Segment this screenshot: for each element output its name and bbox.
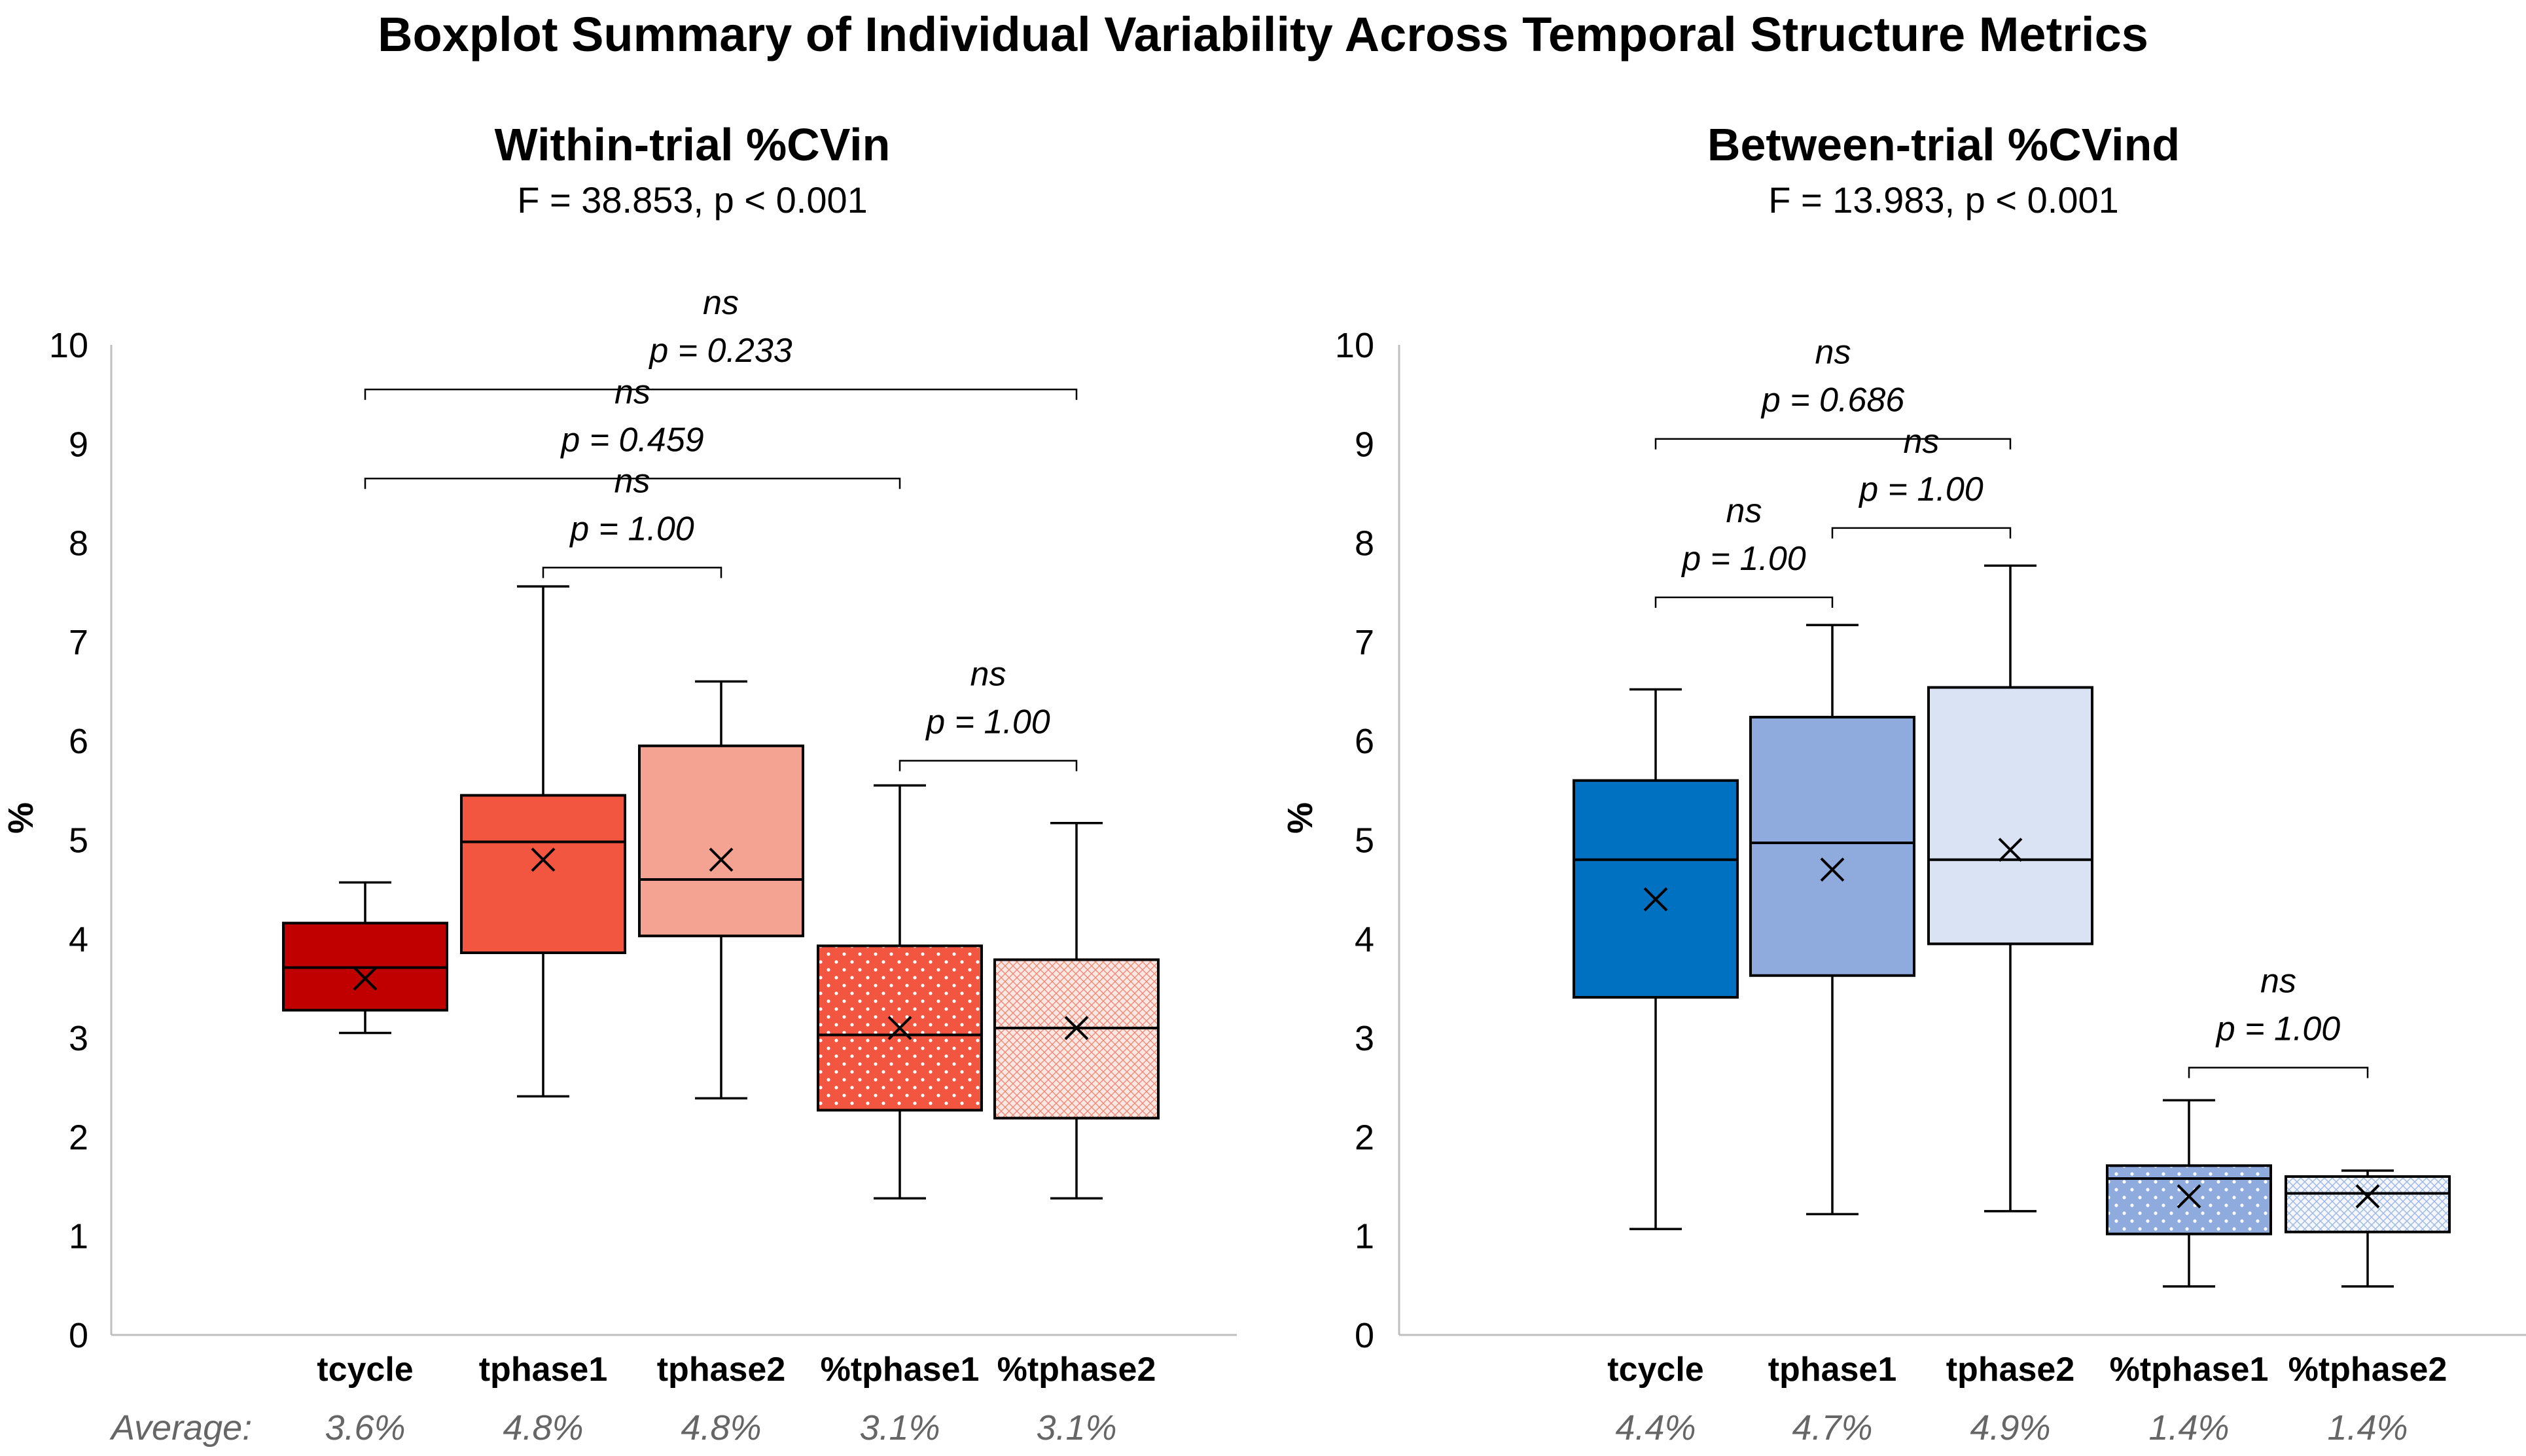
y-tick-label: 2 <box>69 1118 88 1157</box>
y-tick-label: 4 <box>69 920 88 959</box>
significance-label: ns <box>2260 962 2296 1000</box>
category-label: %tphase2 <box>2288 1351 2447 1389</box>
y-tick-label: 9 <box>1355 425 1374 464</box>
p-value-label: p = 1.00 <box>1681 540 1806 578</box>
mean-marker <box>1064 1016 1089 1040</box>
p-value-label: p = 0.459 <box>560 421 703 459</box>
y-tick-label: 5 <box>69 821 88 861</box>
category-label: tcycle <box>1607 1351 1703 1389</box>
p-value-label: p = 0.686 <box>1760 382 1904 419</box>
mean-marker <box>709 847 734 872</box>
p-value-label: p = 1.00 <box>2215 1010 2340 1048</box>
mean-marker <box>2355 1184 2380 1209</box>
y-tick-label: 8 <box>1355 524 1374 563</box>
average-value: 1.4% <box>2327 1408 2408 1447</box>
box-tphase1 <box>460 794 626 954</box>
panel-subtitle: F = 38.853, p < 0.001 <box>517 179 868 221</box>
significance-bracket <box>898 760 1078 772</box>
box-tcycle <box>1573 779 1739 999</box>
y-tick-label: 1 <box>69 1217 88 1256</box>
p-value-label: p = 0.233 <box>648 332 792 370</box>
mean-marker <box>2177 1184 2201 1209</box>
p-value-label: p = 1.00 <box>569 510 694 548</box>
average-value: 4.8% <box>681 1408 761 1447</box>
figure-title: Boxplot Summary of Individual Variabilit… <box>378 7 2148 62</box>
significance-label: ns <box>614 373 650 411</box>
significance-bracket <box>1831 527 2012 539</box>
box-%tphase2 <box>993 958 1160 1120</box>
average-value: 4.8% <box>503 1408 583 1447</box>
p-value-label: p = 1.00 <box>925 703 1050 741</box>
significance-label: ns <box>614 462 650 500</box>
average-value: 4.4% <box>1615 1408 1696 1447</box>
significance-label: ns <box>1904 423 1940 461</box>
category-label: tcycle <box>317 1351 413 1389</box>
y-tick-label: 10 <box>49 326 88 365</box>
panel-title: Within-trial %CVin <box>495 119 891 170</box>
category-label: %tphase1 <box>2110 1351 2269 1389</box>
y-tick-label: 2 <box>1355 1118 1374 1157</box>
mean-marker <box>353 966 378 991</box>
significance-bracket <box>542 567 722 578</box>
significance-bracket <box>1654 596 1834 608</box>
panel-between-trial: Between-trial %CVind F = 13.983, p < 0.0… <box>1281 119 2526 1447</box>
y-tick-label: 9 <box>69 425 88 464</box>
mean-marker <box>887 1016 912 1040</box>
box-%tphase1 <box>2106 1164 2272 1235</box>
y-tick-label: 8 <box>69 524 88 563</box>
y-axis-label: % <box>1 802 41 834</box>
significance-bracket <box>364 478 901 489</box>
category-label: tphase2 <box>657 1351 786 1389</box>
category-label: tphase2 <box>1946 1351 2075 1389</box>
category-label: %tphase1 <box>821 1351 980 1389</box>
average-row-label: Average: <box>109 1408 252 1447</box>
mean-marker <box>1820 857 1845 882</box>
mean-marker <box>1643 887 1668 912</box>
average-value: 4.7% <box>1792 1408 1872 1447</box>
average-value: 3.1% <box>1036 1408 1116 1447</box>
significance-bracket <box>2188 1067 2369 1078</box>
y-axis-label: % <box>1281 802 1320 834</box>
box-tphase1 <box>1749 715 1915 977</box>
y-tick-label: 1 <box>1355 1217 1374 1256</box>
box-%tphase2 <box>2285 1175 2451 1234</box>
significance-label: ns <box>1726 492 1762 530</box>
mean-marker <box>531 847 556 872</box>
average-value: 1.4% <box>2148 1408 2229 1447</box>
y-tick-label: 6 <box>69 722 88 761</box>
average-value: 4.9% <box>1970 1408 2050 1447</box>
panel-title: Between-trial %CVind <box>1707 119 2180 170</box>
category-label: %tphase2 <box>997 1351 1156 1389</box>
box-tphase2 <box>638 744 804 938</box>
y-tick-label: 0 <box>69 1316 88 1355</box>
box-tphase2 <box>1927 686 2093 946</box>
significance-bracket <box>1654 438 2012 450</box>
significance-bracket <box>364 388 1078 400</box>
y-tick-label: 3 <box>69 1019 88 1058</box>
y-tick-label: 6 <box>1355 722 1374 761</box>
significance-label: ns <box>703 284 739 322</box>
panel-subtitle: F = 13.983, p < 0.001 <box>1768 179 2119 221</box>
category-label: tphase1 <box>1768 1351 1897 1389</box>
panel-within-trial: Within-trial %CVin F = 38.853, p < 0.001… <box>1 119 1237 1447</box>
significance-label: ns <box>970 655 1006 693</box>
average-value: 3.6% <box>325 1408 405 1447</box>
y-tick-label: 4 <box>1355 920 1374 959</box>
y-tick-label: 10 <box>1335 326 1374 365</box>
y-tick-label: 7 <box>1355 623 1374 662</box>
significance-label: ns <box>1815 334 1851 372</box>
mean-marker <box>1998 838 2023 862</box>
y-tick-label: 3 <box>1355 1019 1374 1058</box>
category-label: tphase1 <box>479 1351 608 1389</box>
p-value-label: p = 1.00 <box>1858 471 1983 508</box>
y-tick-label: 5 <box>1355 821 1374 861</box>
y-tick-label: 7 <box>69 623 88 662</box>
y-tick-label: 0 <box>1355 1316 1374 1355</box>
average-value: 3.1% <box>859 1408 940 1447</box>
